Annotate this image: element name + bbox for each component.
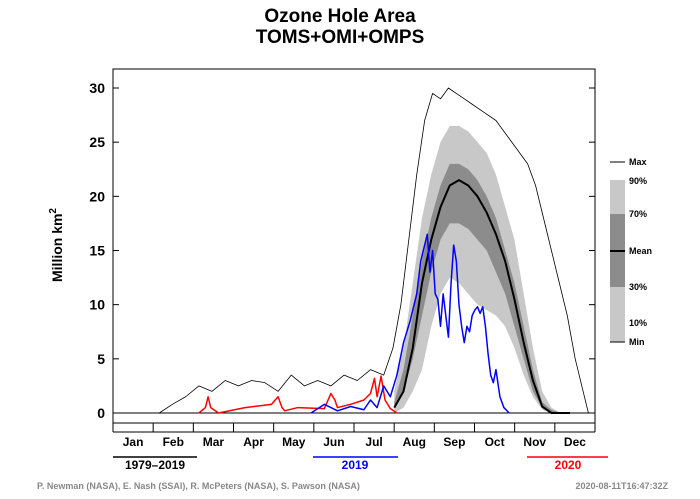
footer-timestamp: 2020-08-11T16:47:32Z xyxy=(575,481,668,491)
y-axis-label: Million km2 xyxy=(48,208,65,282)
x-tick-label: Mar xyxy=(203,435,225,449)
legend-label-mean: Mean xyxy=(629,246,652,256)
x-tick-label: Nov xyxy=(523,435,546,449)
y-tick-label: 10 xyxy=(89,297,105,313)
climatology-legend-label: 1979–2019 xyxy=(125,458,185,472)
legend-label-70: 70% xyxy=(629,209,647,219)
chart-subtitle: TOMS+OMI+OMPS xyxy=(256,27,425,48)
x-tick-label: May xyxy=(282,435,306,449)
y-tick-label: 20 xyxy=(89,188,105,204)
x-tick-label: Jul xyxy=(365,435,382,449)
y-axis-label-superscript: 2 xyxy=(48,208,59,214)
legend-label-30: 30% xyxy=(629,282,647,292)
x-tick-label: Aug xyxy=(403,435,426,449)
y-tick-label: 30 xyxy=(89,80,105,96)
legend-label-min: Min xyxy=(629,337,645,347)
x-axis: Jan Feb Mar Apr May Jun Jul Aug Sep Oct Nov Dec xyxy=(112,423,596,449)
footer-credits: P. Newman (NASA), E. Nash (SSAI), R. McP… xyxy=(37,481,360,491)
max-line xyxy=(158,87,589,414)
series-2020-line xyxy=(198,375,398,414)
y-axis: 0 5 10 15 20 25 30 xyxy=(89,80,595,421)
series-2020-legend-label: 2020 xyxy=(555,458,582,472)
legend-label-10: 10% xyxy=(629,318,647,328)
mean-line xyxy=(393,179,570,414)
chart-title: Ozone Hole Area xyxy=(264,6,416,27)
legend-label-max: Max xyxy=(629,157,647,167)
x-tick-label: Jan xyxy=(123,435,144,449)
x-tick-label: Jun xyxy=(323,435,344,449)
legend: Max 90% 70% Mean 30% 10% Min xyxy=(610,157,652,347)
x-tick-label: Oct xyxy=(485,435,505,449)
plot-area xyxy=(113,87,595,414)
y-axis-label-text: Million km xyxy=(49,214,65,282)
y-tick-label: 0 xyxy=(97,405,105,421)
x-tick-label: Sep xyxy=(443,435,465,449)
y-tick-label: 5 xyxy=(97,351,105,367)
y-tick-label: 25 xyxy=(89,134,105,150)
x-tick-label: Apr xyxy=(243,435,264,449)
series-2019-line xyxy=(310,233,510,414)
legend-label-90: 90% xyxy=(629,176,647,186)
series-2019-legend-label: 2019 xyxy=(342,458,369,472)
x-tick-label: Feb xyxy=(163,435,184,449)
x-tick-label: Dec xyxy=(564,435,586,449)
y-tick-label: 15 xyxy=(89,243,105,259)
